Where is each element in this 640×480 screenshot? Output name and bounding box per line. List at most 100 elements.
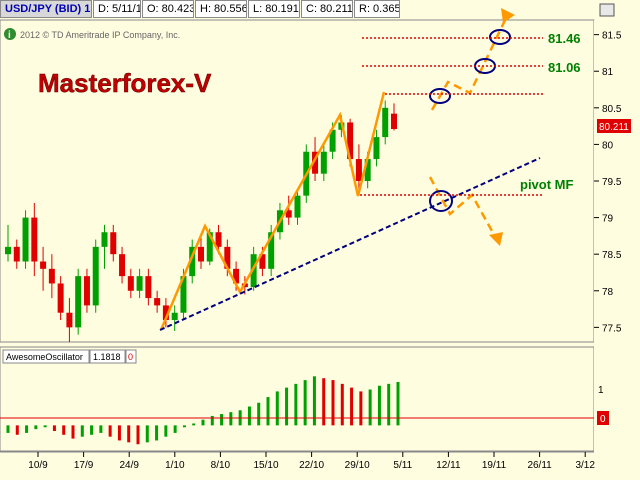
y-tick-label: 81.5 [602,31,622,42]
osc-bar [108,425,112,437]
osc-bar [117,425,121,441]
candle-body [268,232,275,269]
osc-bar [266,397,270,426]
candle-body [294,195,301,218]
candle-body [145,276,152,299]
candle [31,202,38,277]
candle [355,144,362,196]
osc-bar [127,425,131,443]
candle-body [285,210,292,218]
osc-bar [359,391,363,426]
candle-body [22,217,29,262]
x-tick-label: 15/10 [253,460,278,471]
candle-body [259,254,266,269]
candle-body [224,246,231,269]
candle-body [136,276,143,291]
candle [136,268,143,299]
y-tick-label: 79.5 [602,177,622,188]
y-tick-label: 78 [602,287,614,298]
candle-body [154,298,161,306]
candle [382,100,389,145]
osc-value-box [89,349,126,364]
osc-bar [331,380,335,426]
y-tick-label: 78.5 [602,250,622,261]
y-tick-label: 77.5 [602,323,622,334]
candle [294,188,301,225]
candle-body [329,129,336,152]
candle-body [48,268,55,284]
osc-bar [294,383,298,426]
x-tick-label: 12/11 [436,460,461,471]
osc-bar [350,387,354,426]
candle-body [57,283,64,313]
osc-bar [229,412,233,426]
osc-bar [257,402,261,426]
osc-name[interactable]: AwesomeOscillator [6,352,83,362]
date-label: D: 5/11/12 [93,0,141,18]
osc-bar [62,425,66,435]
candle [189,239,196,284]
candle [391,103,397,131]
osc-bar [164,425,168,437]
osc-bar [136,425,140,445]
candle [22,210,29,269]
circle-breakout [429,88,451,104]
osc-bar [192,423,196,426]
circle-pivot [429,190,453,212]
trend-line [159,157,541,331]
candle-body [206,232,213,262]
osc-bar [52,425,56,432]
window-restore-icon[interactable] [599,3,615,17]
candle-body [127,276,134,291]
price-axis [594,20,640,452]
x-tick-label: 8/10 [211,460,231,471]
candle [162,298,169,328]
osc-bar [90,425,94,435]
osc-bar [155,425,159,441]
candle [171,305,178,332]
candle [320,144,327,181]
y-tick-label: 80 [602,140,614,151]
osc-bar [145,425,149,443]
x-tick-label: 24/9 [119,460,139,471]
candle-body [119,254,126,277]
candle [268,224,275,277]
osc-bar [80,425,84,437]
osc-bar [34,425,38,430]
info-icon[interactable] [4,28,16,40]
zigzag-line [159,91,386,331]
candle [40,246,47,291]
osc-bar [25,425,29,433]
candle [119,246,126,284]
osc-tick-1: 1 [598,385,604,396]
candle-body [75,276,82,328]
candle [83,268,90,313]
candle-body [347,122,354,160]
osc-bar [201,419,205,426]
candle [92,239,99,313]
candle-body [391,113,397,130]
x-tick-label: 26/11 [527,460,552,471]
osc-bar [6,425,10,433]
candle-body [5,246,11,255]
osc-bar [210,415,214,426]
candle [5,224,11,262]
candle-body [180,276,187,313]
candle [57,276,64,321]
osc-zero-box [125,349,137,364]
osc-tick-0: 0 [600,414,606,425]
candle-body [31,217,38,262]
candle [373,129,380,167]
candle [198,235,204,269]
circle-target-81-46 [489,29,511,45]
osc-bar [377,385,381,426]
candle-body [320,151,327,174]
symbol-label[interactable]: USD/JPY (BID) 1 y D [0,0,92,18]
osc-bar [285,387,289,426]
osc-bar [387,383,391,426]
osc-bar [368,389,372,426]
price-tag-box [597,119,631,133]
candle-body [92,246,99,306]
